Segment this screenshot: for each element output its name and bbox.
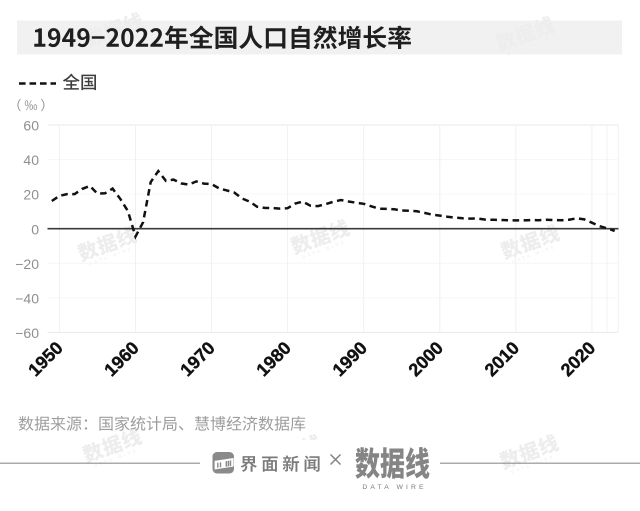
svg-text:40: 40 [23,152,39,168]
svg-text:−20: −20 [15,256,39,272]
svg-text:−60: −60 [15,325,39,341]
svg-text:−40: −40 [15,290,39,306]
svg-text:60: 60 [23,118,39,134]
svg-text:DATA WIRE: DATA WIRE [362,484,426,491]
svg-text:20: 20 [23,187,39,203]
svg-text:0: 0 [31,221,39,237]
